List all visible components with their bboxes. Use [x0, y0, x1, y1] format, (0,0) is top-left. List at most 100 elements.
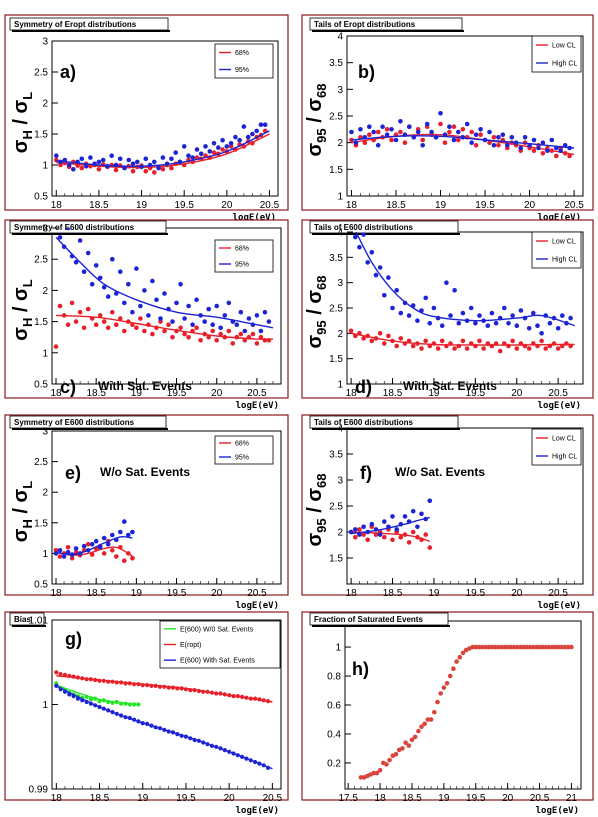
data-point	[179, 686, 184, 691]
data-point	[182, 316, 187, 321]
data-point	[524, 644, 530, 650]
data-point	[382, 519, 387, 524]
data-point	[358, 127, 363, 132]
x-tick-label: 18.5	[383, 588, 403, 599]
data-point	[547, 343, 553, 349]
data-point	[373, 532, 379, 537]
data-point	[481, 318, 486, 324]
series-95-	[53, 519, 135, 559]
data-point	[234, 334, 240, 340]
data-point	[451, 666, 456, 672]
data-point	[394, 288, 400, 293]
legend-box	[531, 428, 582, 466]
data-point	[62, 689, 68, 694]
data-point	[567, 153, 572, 159]
data-point	[373, 527, 379, 532]
data-point	[415, 129, 421, 135]
data-point	[158, 316, 163, 321]
data-point	[136, 682, 141, 687]
data-point	[398, 129, 403, 135]
data-point	[109, 153, 114, 158]
data-point	[54, 157, 59, 163]
data-point	[539, 338, 544, 344]
data-point	[61, 313, 67, 318]
data-point	[560, 313, 565, 318]
y-tick-label: 0.2	[327, 758, 341, 769]
data-point	[357, 244, 362, 250]
data-point	[497, 315, 503, 321]
data-point	[130, 168, 136, 174]
data-point	[460, 127, 466, 132]
data-point	[423, 532, 429, 537]
data-point	[54, 670, 59, 675]
data-point	[386, 333, 391, 339]
data-point	[93, 703, 98, 708]
data-point	[246, 316, 252, 321]
data-point	[564, 341, 569, 346]
data-point	[261, 763, 266, 768]
data-point	[71, 167, 76, 172]
data-point	[97, 699, 102, 704]
data-point	[88, 155, 93, 160]
data-point	[209, 743, 214, 749]
data-point	[118, 529, 123, 535]
data-point	[452, 288, 457, 293]
data-point	[429, 129, 434, 135]
data-point	[93, 696, 98, 701]
data-point	[65, 228, 71, 231]
data-point	[214, 691, 219, 696]
data-point	[514, 644, 520, 650]
data-point	[550, 644, 555, 650]
data-point	[117, 156, 123, 162]
x-tick-label: 19	[435, 200, 447, 211]
x-tick-label: 19	[131, 588, 143, 599]
data-point	[222, 748, 227, 753]
data-point	[214, 338, 219, 343]
data-point	[170, 685, 176, 690]
y-tick-label: 1	[337, 192, 343, 203]
data-point	[375, 129, 381, 135]
data-point	[203, 144, 208, 149]
y-tick-label: 0.6	[327, 701, 341, 712]
legend-box	[531, 35, 582, 73]
data-point	[377, 767, 383, 773]
data-point	[150, 278, 155, 284]
data-point	[183, 687, 188, 692]
data-point	[477, 313, 482, 318]
data-point	[198, 151, 204, 157]
data-point	[262, 122, 268, 127]
data-point	[513, 140, 519, 145]
y-tick-label: 3.5	[329, 450, 343, 461]
data-point	[138, 316, 143, 321]
data-point	[101, 319, 107, 324]
x-tick-label: 19.5	[176, 793, 196, 804]
data-point	[205, 742, 210, 747]
data-point	[182, 331, 187, 337]
data-point	[257, 761, 262, 766]
data-point	[173, 150, 178, 155]
data-point	[373, 272, 379, 278]
data-point	[510, 313, 515, 318]
data-point	[231, 694, 236, 699]
data-point	[540, 644, 545, 650]
data-point	[410, 343, 416, 349]
data-point	[175, 732, 180, 737]
data-point	[139, 164, 144, 170]
data-point	[398, 119, 403, 124]
data-point	[186, 334, 191, 340]
data-point	[425, 717, 431, 722]
x-tick-label: 19.5	[466, 388, 486, 399]
x-tick-label: 18.5	[386, 200, 406, 211]
data-point	[454, 659, 459, 664]
y-tick-label: 2.5	[329, 304, 343, 315]
data-point	[489, 644, 495, 650]
data-point	[227, 693, 232, 698]
data-point	[435, 315, 441, 321]
data-point	[238, 309, 244, 315]
data-point	[122, 300, 127, 306]
data-point	[123, 681, 128, 686]
legend-box	[214, 43, 274, 79]
y-tick-label: 1.5	[329, 354, 343, 365]
